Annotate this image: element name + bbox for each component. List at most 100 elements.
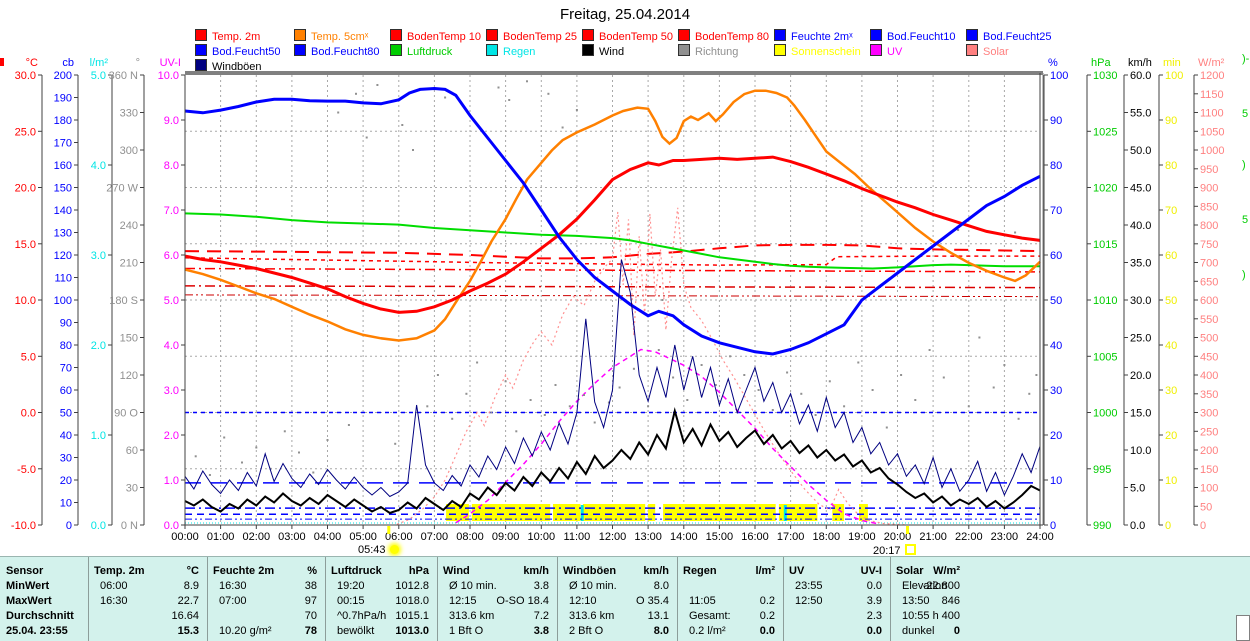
- series-richtung-dot: [647, 405, 650, 408]
- series-richtung-dot: [298, 451, 300, 454]
- x-axis-label: 13:00: [634, 531, 662, 543]
- legend-swatch-bodentemp-25: [486, 29, 498, 41]
- axis-label-cb: 10: [60, 498, 72, 510]
- x-axis-label: 03:00: [278, 531, 306, 543]
- table-cell-label: 06:00: [100, 580, 128, 592]
- table-col-unit: W/m²: [933, 565, 960, 577]
- axis-label-km-h: 0.0: [1130, 520, 1145, 532]
- series-richtung-dot: [757, 389, 760, 391]
- legend-label: Bod.Feucht80: [311, 46, 380, 58]
- table-cell-value: 70: [304, 610, 317, 622]
- series-richtung-dot: [618, 386, 621, 389]
- sunshine-block: [859, 504, 868, 521]
- axis-header-min: min: [1163, 57, 1181, 69]
- series-richtung-dot: [283, 430, 286, 433]
- legend-swatch-temp-5cm: [294, 29, 306, 41]
- axis-label-cb: 120: [54, 250, 72, 262]
- table-col-unit: l/m²: [755, 565, 775, 577]
- table-col-unit: °C: [186, 565, 199, 577]
- series-richtung-dot: [843, 405, 846, 408]
- axis-label-min: 30: [1165, 385, 1177, 397]
- axis-label-: 30: [1050, 385, 1062, 397]
- axis-label-uv-i: 3.0: [164, 385, 179, 397]
- axis-label-km-h: 10.0: [1130, 445, 1151, 457]
- weather-plot: 30.025.020.015.010.05.00.0-5.0-10.0°C200…: [0, 53, 1250, 543]
- axis-label-hpa: 1025: [1093, 126, 1117, 138]
- legend-swatch-wind: [582, 44, 594, 56]
- legend-label: Luftdruck: [407, 46, 453, 58]
- x-axis-label: 09:00: [492, 531, 520, 543]
- x-axis-label: 01:00: [207, 531, 235, 543]
- legend-item-luftdruck: Luftdruck: [390, 44, 453, 58]
- series-richtung-dot: [661, 299, 664, 301]
- series-richtung-dot: [786, 371, 789, 374]
- axis-label-: 240: [120, 220, 138, 232]
- axis-label-w-m: 200: [1200, 445, 1218, 457]
- axis-label-w-m: 400: [1200, 370, 1218, 382]
- legend-label: Bod.Feucht25: [983, 31, 1052, 43]
- series-richtung-dot: [632, 367, 635, 370]
- axis-label-: 20: [1050, 430, 1062, 442]
- x-axis-label: 08:00: [456, 531, 484, 543]
- corner-box: [1236, 615, 1250, 641]
- axis-label-cb: 140: [54, 205, 72, 217]
- legend-label: Feuchte 2mˣ: [791, 31, 853, 43]
- axis-label-: 210: [120, 258, 138, 270]
- axis-label-hpa: 1005: [1093, 351, 1117, 363]
- table-cell-value: 1018.0: [395, 595, 429, 607]
- series-richtung-dot: [526, 80, 528, 83]
- series-richtung-dot: [885, 426, 888, 429]
- table-cell-label: Ø 10 min.: [569, 580, 617, 592]
- table-separator: [890, 557, 891, 641]
- axis-label-w-m: 450: [1200, 351, 1218, 363]
- axis-label-min: 70: [1165, 205, 1177, 217]
- axis-label-w-m: 750: [1200, 239, 1218, 251]
- legend-label: Regen: [503, 46, 536, 58]
- table-cell-label: 2 Bft O: [569, 625, 604, 637]
- axis-label-l-m: 0.0: [91, 520, 106, 532]
- x-axis-label: 07:00: [421, 531, 449, 543]
- series-bodentemp50: [184, 267, 1041, 273]
- series-richtung-dot: [426, 405, 429, 408]
- series-bodentemp25: [184, 255, 1040, 266]
- series-richtung-dot: [800, 392, 803, 395]
- table-row-label: MaxWert: [6, 595, 52, 607]
- x-axis-label: 06:00: [385, 531, 413, 543]
- table-cell-value: 78: [304, 625, 317, 637]
- axis-header-c: °C: [26, 57, 38, 69]
- axis-label-hpa: 1020: [1093, 183, 1117, 195]
- legend-swatch-feuchte-2m: [774, 29, 786, 41]
- x-axis-label: 11:00: [564, 531, 591, 543]
- legend-item-richtung: Richtung: [678, 44, 738, 58]
- axis-header-: °: [136, 57, 140, 69]
- table-cell-value: 3.9: [866, 595, 882, 607]
- legend-item-uv: UV: [870, 44, 902, 58]
- series-richtung-dot: [394, 442, 397, 445]
- legend-swatch-bod-feucht80: [294, 44, 306, 56]
- x-axis-label: 14:00: [670, 531, 698, 543]
- axis-label-km-h: 15.0: [1130, 408, 1151, 420]
- axis-label-w-m: 1200: [1200, 70, 1224, 82]
- legend-item-bod-feucht10: Bod.Feucht10: [870, 29, 956, 43]
- table-row-label: Sensor: [6, 565, 44, 577]
- axis-label-: 360 N: [109, 70, 138, 82]
- x-axis-label: 18:00: [813, 531, 841, 543]
- axis-label-w-m: 700: [1200, 258, 1218, 270]
- axis-label-min: 0: [1165, 520, 1171, 532]
- table-cell-value: 0.0: [866, 625, 882, 637]
- table-cell-value: 16.64: [171, 610, 199, 622]
- x-axis-label: 16:00: [741, 531, 769, 543]
- table-col-header-uv: UV: [789, 565, 805, 577]
- table-cell-label: 11:05: [689, 595, 716, 607]
- table-cell-value: O 35.4: [635, 595, 669, 607]
- legend-swatch-richtung: [678, 44, 690, 56]
- x-axis-label: 22:00: [955, 531, 983, 543]
- table-cell-label: 0.2 l/m²: [689, 625, 726, 637]
- legend-swatch-windb-en: [195, 59, 207, 71]
- axis-label-min: 100: [1165, 70, 1183, 82]
- axis-label-w-m: 350: [1200, 389, 1218, 401]
- series-richtung-dot: [583, 394, 585, 396]
- table-cell-label: 16:30: [219, 580, 247, 592]
- table-separator: [783, 557, 784, 641]
- edge-fragment: 5: [1242, 214, 1248, 226]
